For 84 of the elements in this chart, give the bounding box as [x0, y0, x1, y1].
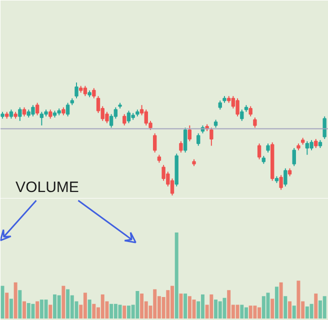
bar — [284, 296, 288, 319]
bar — [100, 294, 104, 319]
candlestick — [279, 174, 283, 190]
bar — [44, 300, 48, 319]
bar — [122, 306, 126, 319]
bar — [14, 282, 18, 319]
bar — [110, 304, 114, 319]
bar — [310, 304, 314, 319]
bar — [31, 304, 35, 319]
candlestick — [236, 98, 240, 117]
bar — [214, 300, 218, 319]
bar — [26, 303, 30, 319]
candlestick — [314, 138, 318, 149]
bar — [140, 294, 144, 319]
annotation: VOLUME — [16, 179, 79, 196]
bar — [57, 295, 61, 319]
candlestick — [253, 117, 257, 128]
candlestick — [18, 106, 22, 122]
candlestick — [9, 109, 14, 120]
bar — [296, 280, 300, 319]
bar — [22, 301, 26, 319]
bar — [227, 290, 231, 319]
candlestick — [122, 114, 126, 126]
bar — [66, 289, 70, 319]
bar — [253, 306, 257, 319]
candlestick — [305, 140, 310, 156]
bar — [48, 304, 52, 319]
candlestick — [40, 111, 44, 126]
bar — [288, 301, 292, 319]
candlestick — [196, 132, 200, 146]
candlestick — [179, 140, 183, 154]
bar — [262, 296, 266, 319]
bar — [192, 300, 196, 319]
candlestick — [188, 124, 192, 142]
bar — [9, 298, 13, 319]
candlestick — [284, 168, 288, 187]
candlestick — [66, 102, 70, 117]
candlestick — [35, 102, 40, 116]
bar — [184, 294, 188, 319]
candlestick — [105, 111, 109, 124]
bar — [166, 290, 170, 319]
candlestick — [22, 106, 26, 117]
candlestick — [126, 110, 131, 124]
candlestick — [218, 100, 222, 110]
bar — [210, 294, 214, 319]
bar — [248, 306, 252, 319]
bar — [200, 294, 204, 319]
candlestick — [48, 109, 52, 120]
candlestick — [183, 127, 188, 154]
candlestick — [292, 148, 296, 167]
bar — [36, 301, 40, 319]
bar — [118, 304, 122, 319]
candlestick — [31, 104, 35, 117]
bar — [136, 290, 140, 319]
candlestick — [83, 85, 88, 97]
candlestick — [210, 127, 214, 146]
bar — [322, 296, 326, 319]
bar — [174, 232, 178, 319]
candlestick — [310, 140, 314, 151]
bar — [236, 304, 240, 319]
bar — [314, 294, 318, 319]
bar — [83, 292, 87, 319]
candlestick — [266, 142, 270, 154]
bar — [274, 286, 278, 319]
candlestick — [322, 116, 326, 140]
candlestick — [248, 106, 252, 117]
candlestick — [257, 142, 262, 160]
candlestick — [162, 164, 166, 182]
candlestick — [152, 132, 157, 154]
bar — [270, 298, 274, 319]
bar — [62, 286, 66, 319]
bar — [5, 292, 9, 319]
bar — [279, 282, 283, 319]
bar — [292, 306, 296, 319]
bar — [18, 290, 22, 319]
candlestick — [240, 109, 244, 122]
candlestick — [74, 82, 78, 99]
bar — [88, 300, 92, 319]
bar — [240, 304, 244, 319]
bar — [179, 294, 183, 319]
bar — [92, 304, 96, 319]
bar — [222, 298, 226, 319]
candlestick — [92, 88, 96, 99]
bar — [218, 301, 222, 319]
